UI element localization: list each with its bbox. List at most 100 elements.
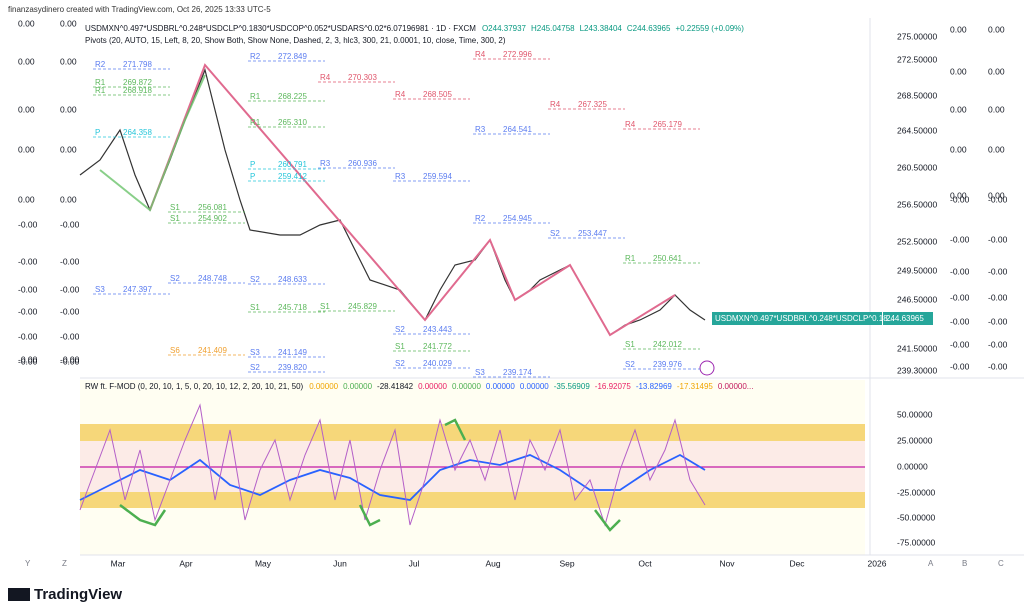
side-axis-label: 0.00 bbox=[988, 66, 1005, 76]
pivot-level: S1 bbox=[170, 214, 180, 223]
legend-symbol: USDMXN^0.497*USDBRL^0.248*USDCLP^0.1830*… bbox=[85, 24, 476, 33]
pivot-price: 241.772 bbox=[423, 342, 452, 351]
pivot-level: S2 bbox=[395, 359, 405, 368]
pivot-price: 239.174 bbox=[503, 368, 532, 377]
osc-value: -13.82969 bbox=[636, 382, 673, 391]
price-axis-label: 268.50000 bbox=[897, 90, 937, 100]
side-axis-label: -0.00 bbox=[18, 306, 38, 316]
side-axis-label: -0.00 bbox=[988, 194, 1008, 204]
pivot-price: 248.748 bbox=[198, 274, 227, 283]
pivot-price: 250.641 bbox=[653, 254, 682, 263]
pivot-price: 268.918 bbox=[123, 86, 152, 95]
pivot-level: R3 bbox=[475, 125, 486, 134]
pivot-level: S1 bbox=[625, 340, 635, 349]
time-label: Nov bbox=[719, 558, 735, 568]
last-price-tag bbox=[712, 312, 882, 325]
pivot-price: 242.012 bbox=[653, 340, 682, 349]
time-label: Sep bbox=[559, 558, 574, 568]
pivot-level: S2 bbox=[170, 274, 180, 283]
pivot-level: R4 bbox=[475, 50, 486, 59]
pivot-price: 254.945 bbox=[503, 214, 532, 223]
pivot-level: S2 bbox=[250, 275, 260, 284]
price-axis-label: 239.30000 bbox=[897, 365, 937, 375]
osc-value: 0.00000 bbox=[343, 382, 372, 391]
side-axis-label: -0.00 bbox=[988, 339, 1008, 349]
last-price: 244.63965 bbox=[886, 314, 924, 323]
pivot-level: R2 bbox=[250, 52, 261, 61]
pivot-price: 259.412 bbox=[278, 172, 307, 181]
pivot-price: 272.849 bbox=[278, 52, 307, 61]
osc-axis-label: 0.00000 bbox=[897, 461, 928, 471]
osc-axis-label: 25.00000 bbox=[897, 435, 933, 445]
osc-green bbox=[594, 509, 621, 532]
side-axis-label: 0.00 bbox=[950, 190, 967, 200]
side-axis-label: -0.00 bbox=[60, 284, 80, 294]
osc-value: -35.56909 bbox=[554, 382, 591, 391]
pivot-level: R3 bbox=[395, 172, 406, 181]
pivot-level: R1 bbox=[250, 92, 261, 101]
price-axis-label: 256.50000 bbox=[897, 199, 937, 209]
pivot-level: R1 bbox=[95, 86, 106, 95]
side-axis-label: -0.00 bbox=[60, 256, 80, 266]
side-axis-label: 0.00 bbox=[18, 144, 35, 154]
pivot-level: S1 bbox=[250, 303, 260, 312]
pivot-price: 268.225 bbox=[278, 92, 307, 101]
side-axis-label: 0.00 bbox=[18, 18, 35, 28]
time-label: Mar bbox=[111, 558, 126, 568]
pivot-level: R4 bbox=[550, 100, 561, 109]
side-axis-label: -0.00 bbox=[60, 354, 80, 364]
pivot-level: S2 bbox=[250, 363, 260, 372]
side-axis-label: -0.00 bbox=[18, 219, 38, 229]
tv-logo bbox=[8, 588, 30, 601]
side-axis-label: 0.00 bbox=[60, 18, 77, 28]
pivot-level: R4 bbox=[395, 90, 406, 99]
pivot-level: R4 bbox=[320, 73, 331, 82]
pivot-price: 264.358 bbox=[123, 128, 152, 137]
osc-band-top bbox=[80, 424, 865, 441]
pivot-level: S3 bbox=[250, 348, 260, 357]
side-axis-label: -0.00 bbox=[950, 316, 970, 326]
legend-value: H245.04758 bbox=[531, 24, 575, 33]
osc-axis-label: -75.00000 bbox=[897, 537, 936, 547]
pivot-level: R2 bbox=[95, 60, 106, 69]
alert-icon[interactable] bbox=[699, 360, 715, 376]
side-axis-label: 0.00 bbox=[988, 104, 1005, 114]
side-axis-label: -0.00 bbox=[60, 331, 80, 341]
side-axis-label: -0.00 bbox=[60, 219, 80, 229]
toolbar-label: C bbox=[998, 559, 1004, 568]
pivot-level: S2 bbox=[550, 229, 560, 238]
osc-value: 0.00000 bbox=[452, 382, 481, 391]
price-axis-label: 241.50000 bbox=[897, 343, 937, 353]
pivot-price: 256.081 bbox=[198, 203, 227, 212]
pivot-price: 268.505 bbox=[423, 90, 452, 99]
pivot-price: 259.594 bbox=[423, 172, 452, 181]
brand: TradingView bbox=[34, 586, 122, 603]
pivot-level: R3 bbox=[320, 159, 331, 168]
osc-green bbox=[358, 504, 381, 527]
price-axis-label: 252.50000 bbox=[897, 236, 937, 246]
side-axis-label: -0.00 bbox=[950, 361, 970, 371]
pivot-price: 272.996 bbox=[503, 50, 532, 59]
osc-axis-label: -50.00000 bbox=[897, 512, 936, 522]
pivot-price: 241.409 bbox=[198, 346, 227, 355]
side-axis-label: -0.00 bbox=[988, 292, 1008, 302]
osc-value: 0.00000 bbox=[418, 382, 447, 391]
osc-axis-label: -25.00000 bbox=[897, 487, 936, 497]
time-label: Oct bbox=[638, 558, 652, 568]
pivot-price: 254.902 bbox=[198, 214, 227, 223]
time-label: Apr bbox=[179, 558, 192, 568]
osc-axis-label: 50.00000 bbox=[897, 409, 933, 419]
price-axis-label: 246.50000 bbox=[897, 294, 937, 304]
side-axis-label: 0.00 bbox=[60, 104, 77, 114]
time-label: May bbox=[255, 558, 272, 568]
pivot-level: R2 bbox=[475, 214, 486, 223]
osc-value: -16.92075 bbox=[595, 382, 632, 391]
osc-legend: RW ft. F-MOD (0, 20, 10, 1, 5, 0, 20, 10… bbox=[85, 382, 304, 391]
side-axis-label: 0.00 bbox=[988, 144, 1005, 154]
toolbar-label: B bbox=[962, 559, 967, 568]
osc-value: 0.00000 bbox=[520, 382, 549, 391]
pivot-level: R1 bbox=[95, 78, 106, 87]
zigzag-line bbox=[149, 63, 676, 337]
price-axis-label: 264.50000 bbox=[897, 125, 937, 135]
pivot-price: 260.936 bbox=[348, 159, 377, 168]
